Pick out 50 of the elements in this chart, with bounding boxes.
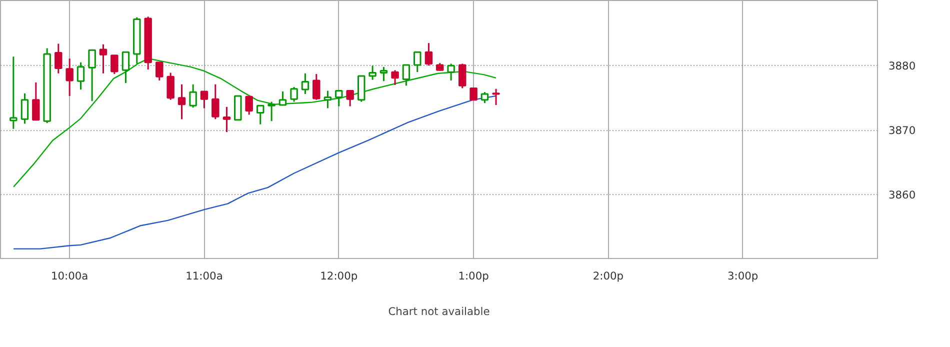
candlestick bbox=[470, 87, 478, 101]
x-tick-label: 10:00a bbox=[50, 270, 88, 282]
candlestick bbox=[20, 92, 29, 124]
candlestick bbox=[222, 106, 231, 133]
candlestick bbox=[358, 75, 366, 103]
candlestick bbox=[324, 90, 332, 109]
candlestick bbox=[234, 95, 242, 121]
candlestick bbox=[290, 86, 298, 103]
text: Chart not available bbox=[388, 305, 490, 318]
candlestick bbox=[268, 101, 276, 122]
candlestick bbox=[99, 44, 108, 74]
y-tick-label: 3870 bbox=[888, 124, 916, 138]
candlestick bbox=[312, 73, 320, 101]
candlestick bbox=[424, 42, 433, 66]
x-tick-label: 1:00p bbox=[458, 270, 490, 282]
candlestick bbox=[245, 96, 253, 116]
candlestick bbox=[122, 51, 130, 84]
x-tick-label: 11:00a bbox=[186, 270, 223, 282]
candlestick bbox=[480, 91, 489, 104]
candlestick bbox=[447, 62, 455, 82]
candlestick bbox=[88, 49, 96, 102]
candlestick bbox=[380, 66, 388, 82]
candlestick bbox=[391, 69, 399, 86]
candlestick bbox=[189, 84, 197, 108]
candlestick bbox=[335, 90, 343, 108]
candlestick bbox=[200, 90, 208, 109]
candlestick bbox=[212, 84, 220, 120]
candlestick bbox=[166, 72, 174, 101]
candlestick bbox=[492, 88, 500, 106]
candlestick bbox=[156, 62, 164, 82]
candlestick bbox=[368, 64, 376, 81]
candlestick bbox=[66, 58, 74, 97]
candlestick bbox=[256, 104, 264, 126]
candlestick bbox=[32, 82, 40, 122]
x-tick-label: 3:00p bbox=[728, 270, 758, 282]
candlestick bbox=[54, 42, 62, 74]
candlestick bbox=[414, 51, 422, 73]
x-tick-label: 12:00p bbox=[320, 270, 358, 282]
candlestick bbox=[76, 62, 85, 90]
candlestick bbox=[110, 54, 118, 75]
candlestick bbox=[402, 64, 410, 86]
candlestick bbox=[178, 84, 186, 120]
candlestick bbox=[301, 72, 310, 95]
y-tick-label: 3880 bbox=[888, 60, 916, 73]
x-tick-label: 2:00p bbox=[592, 270, 624, 282]
candlestick bbox=[278, 90, 287, 106]
candlestick bbox=[458, 62, 466, 89]
y-tick-label: 3860 bbox=[888, 188, 916, 202]
candlestick bbox=[346, 90, 354, 108]
candlestick bbox=[10, 56, 18, 130]
